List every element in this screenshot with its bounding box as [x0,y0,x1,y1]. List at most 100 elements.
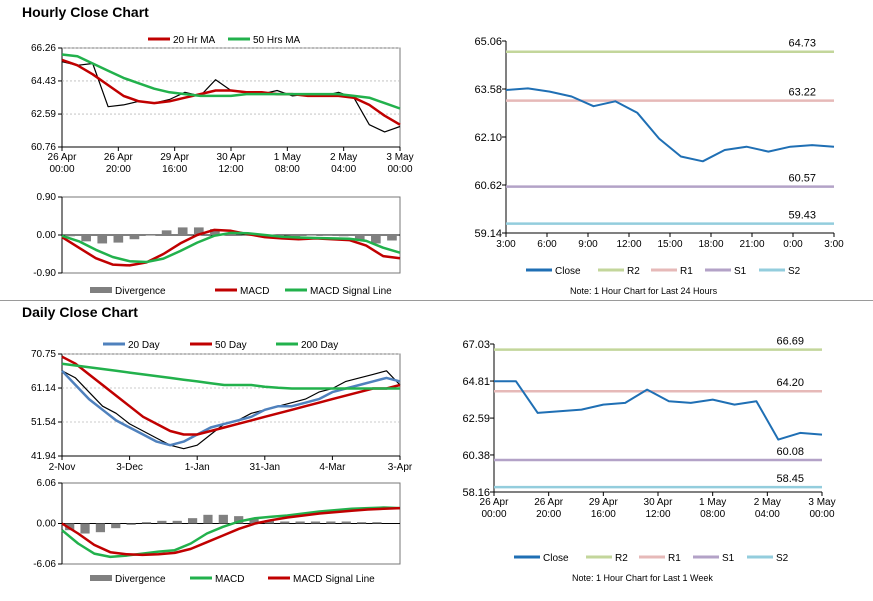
daily-close-y-tick-label: 64.81 [462,376,490,388]
daily-close-level-label-s1: 60.08 [776,446,804,458]
hourly-macd-y-tick-label: -0.90 [33,268,56,279]
hourly-close-y-tick-label: 65.06 [474,36,502,48]
hourly-close-x-tick-label: 3:00 [824,239,844,250]
daily-section-title: Daily Close Chart [22,304,138,320]
hourly-macd-divergence-bar [387,235,397,241]
daily-macd-divergence-bar [203,514,213,524]
daily-close-x-tick-label: 04:00 [755,509,780,520]
hourly-close-y-tick-label: 62.10 [474,132,502,144]
hourly-close-close-line [505,87,835,163]
daily-close-legend-label: R1 [668,553,681,564]
hourly-price-x-tick-label: 20:00 [106,164,131,175]
hourly-macd-divergence-bar [113,235,124,243]
hourly-price-x-tick-label: 2 May [330,152,357,163]
daily-close-x-tick-label: 20:00 [536,509,561,520]
daily-macd-y-tick-label: -6.06 [33,559,56,570]
daily-price-y-tick-label: 70.75 [31,349,56,360]
hourly-macd-legend-label: Divergence [115,286,166,297]
hourly-close-x-tick-label: 9:00 [578,239,598,250]
hourly-macd-divergence-bar [177,227,188,235]
daily-close-x-tick-label: 00:00 [809,509,834,520]
hourly-macd-divergence-bar [210,229,220,235]
daily-close-level-label-r2: 66.69 [776,336,804,348]
daily-series-20-day [61,369,401,447]
daily-macd-divergence-bar [141,522,152,524]
hourly-close-note: Note: 1 Hour Chart for Last 24 Hours [570,286,718,296]
hourly-section-title: Hourly Close Chart [22,4,149,20]
daily-close-x-tick-label: 3 May [808,497,835,508]
hourly-price-x-tick-label: 04:00 [331,164,356,175]
daily-close-x-tick-label: 12:00 [645,509,670,520]
daily-macd-y-tick-label: 6.06 [37,478,57,489]
hourly-macd-y-tick-label: 0.00 [37,230,57,241]
daily-price-legend-label: 50 Day [215,340,247,351]
hourly-macd-legend-label: MACD Signal Line [310,286,392,297]
hourly-price-x-tick-label: 26 Apr [104,152,134,163]
daily-macd-divergence-bar [111,523,121,529]
hourly-price-legend-label: 50 Hrs MA [253,35,301,46]
daily-macd-divergence-bar [372,522,382,524]
hourly-price-legend-label: 20 Hr MA [173,35,216,46]
hourly-price-x-tick-label: 08:00 [275,164,300,175]
daily-price-x-tick-label: 3-Dec [116,462,143,473]
daily-macd-y-tick-label: 0.00 [37,519,57,530]
hourly-series-50-hrs-ma [61,53,401,110]
daily-macd-divergence-bar [341,521,351,524]
hourly-close-x-tick-label: 3:00 [496,239,516,250]
daily-macd-divergence-bar [187,518,198,524]
daily-price-x-tick-label: 3-Apr [388,462,413,473]
daily-close-legend-label: S1 [722,553,735,564]
hourly-price-x-tick-label: 1 May [274,152,301,163]
hourly-macd-divergence-bar [81,235,91,242]
daily-price-y-tick-label: 61.14 [31,383,56,394]
daily-macd-divergence-bar [80,523,90,534]
daily-macd-legend-label: Divergence [115,574,166,585]
daily-macd-divergence-bar [326,521,336,524]
daily-price-x-tick-label: 1-Jan [185,462,210,473]
daily-close-x-tick-label: 16:00 [591,509,616,520]
hourly-macd-legend-label: MACD [240,286,269,297]
daily-macd-divergence-bar [295,521,305,524]
daily-macd-legend-label: MACD Signal Line [293,574,375,585]
hourly-macd-divergence-bar [65,235,75,237]
daily-macd-divergence-bar [126,523,136,525]
daily-macd-divergence-bar [310,521,321,524]
daily-close-note: Note: 1 Hour Chart for Last 1 Week [572,573,713,583]
hourly-macd-divergence-bar [338,235,349,237]
daily-macd-divergence-bar [95,523,106,533]
daily-series-price [61,370,401,450]
daily-price-x-tick-label: 4-Mar [319,462,346,473]
daily-close-x-tick-label: 08:00 [700,509,725,520]
hourly-macd-divergence-bar [322,235,333,236]
daily-close-x-tick-label: 00:00 [481,509,506,520]
hourly-macd-y-tick-label: 0.90 [37,192,57,203]
daily-price-legend-label: 200 Day [301,340,338,351]
hourly-macd-divergence-bar [193,227,204,235]
hourly-price-y-tick-label: 62.59 [31,109,56,120]
daily-close-legend-label: S2 [776,553,789,564]
hourly-price-x-tick-label: 00:00 [387,164,412,175]
hourly-close-x-tick-label: 21:00 [739,239,764,250]
hourly-close-y-tick-label: 60.62 [474,180,502,192]
hourly-close-level-label-r1: 63.22 [788,87,816,99]
daily-price-legend-label: 20 Day [128,340,160,351]
hourly-macd-divergence-bar [354,235,365,240]
hourly-macd-divergence-bar [129,235,140,240]
daily-close-x-tick-label: 1 May [699,497,726,508]
hourly-close-legend-label: Close [555,266,581,277]
daily-series-50-day [61,355,401,436]
hourly-close-x-tick-label: 0:00 [783,239,803,250]
hourly-price-x-tick-label: 00:00 [49,164,74,175]
daily-price-y-tick-label: 51.54 [31,417,56,428]
hourly-price-x-tick-label: 12:00 [218,164,243,175]
daily-close-y-tick-label: 67.03 [462,339,490,351]
daily-macd-divergence-bar [172,520,182,524]
daily-close-x-tick-label: 30 Apr [644,497,674,508]
hourly-close-legend-label: S2 [788,266,801,277]
hourly-price-x-tick-label: 16:00 [162,164,187,175]
daily-macd-series-macd-signal-line [61,506,401,557]
hourly-close-x-tick-label: 6:00 [537,239,557,250]
daily-macd-legend-label: MACD [215,574,244,585]
daily-close-x-tick-label: 2 May [754,497,781,508]
hourly-close-legend-label: R1 [680,266,693,277]
